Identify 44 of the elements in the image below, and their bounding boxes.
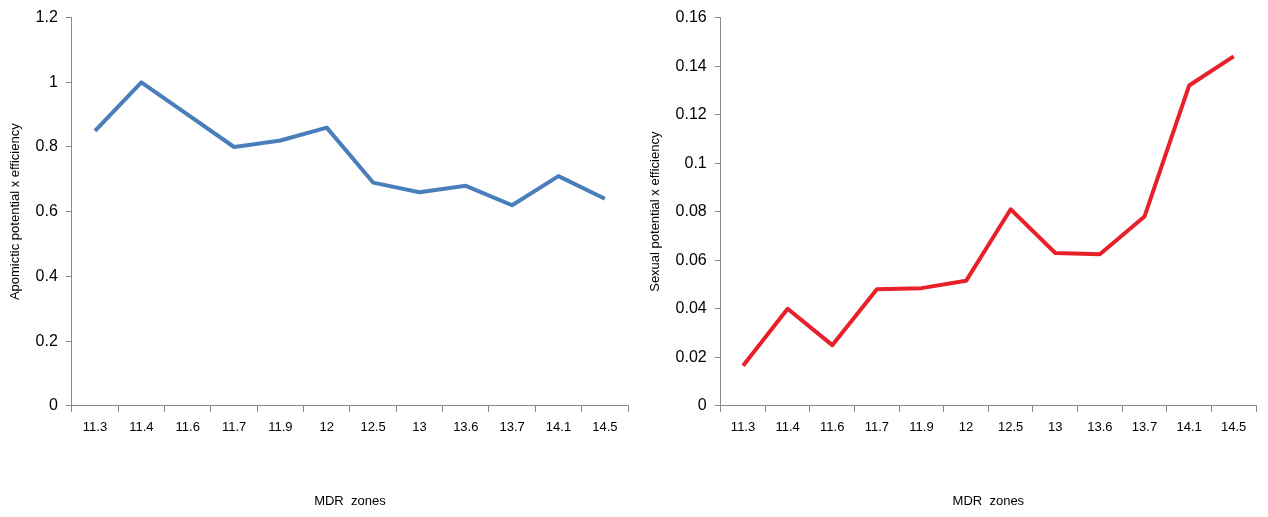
y-axis-title: Apomictic potential x efficiency — [7, 122, 23, 301]
y-tick-label: 0.12 — [675, 105, 707, 123]
x-tick-label: 12 — [958, 419, 974, 435]
y-tick-label: 0.16 — [675, 8, 707, 26]
x-axis-title: MDR zones — [314, 492, 387, 508]
x-tick-label: 11.6 — [820, 419, 845, 435]
y-tick-label: 0.02 — [675, 347, 707, 365]
x-tick-label: 12.5 — [360, 419, 386, 435]
y-tick-label: 1.2 — [35, 8, 58, 26]
y-tick-label: 0.1 — [684, 153, 707, 171]
x-tick-label: 13.7 — [1131, 419, 1158, 435]
x-tick-label: 11.9 — [909, 419, 934, 435]
y-tick-label: 0 — [48, 396, 58, 414]
x-tick-label: 14.1 — [545, 419, 572, 435]
x-axis-title: MDR zones — [952, 492, 1025, 508]
x-tick-label: 11.3 — [82, 419, 108, 435]
y-tick-label: 0.14 — [675, 56, 707, 74]
y-tick-label: 0.06 — [675, 250, 707, 268]
x-tick-label: 11.9 — [268, 419, 293, 435]
x-tick-label: 14.1 — [1176, 419, 1202, 435]
y-tick-label: 0.8 — [35, 137, 58, 155]
x-tick-label: 13.6 — [453, 419, 479, 435]
y-tick-label: 0.2 — [35, 331, 58, 349]
x-tick-label: 14.5 — [592, 419, 618, 435]
x-tick-label: 14.5 — [1221, 419, 1247, 435]
x-tick-label: 13.6 — [1087, 419, 1113, 435]
x-tick-label: 13 — [412, 419, 427, 435]
y-axis-title: Sexual potential x efficiency — [647, 131, 663, 292]
y-tick-label: 0.04 — [675, 299, 707, 317]
x-tick-label: 13 — [1048, 419, 1063, 435]
y-tick-label: 0.4 — [35, 266, 58, 284]
x-tick-label: 13.7 — [499, 419, 525, 435]
x-tick-label: 11.7 — [864, 419, 890, 435]
y-tick-label: 0.08 — [675, 202, 707, 220]
x-tick-label: 11.3 — [730, 419, 756, 435]
x-tick-label: 11.4 — [129, 419, 154, 435]
x-tick-label: 11.6 — [175, 419, 200, 435]
y-tick-label: 0 — [697, 396, 707, 414]
x-tick-label: 11.4 — [775, 419, 800, 435]
y-tick-label: 1 — [48, 72, 58, 90]
x-tick-label: 12 — [319, 419, 334, 435]
x-tick-label: 11.7 — [221, 419, 247, 435]
y-tick-label: 0.6 — [35, 202, 58, 220]
x-tick-label: 12.5 — [998, 419, 1024, 435]
